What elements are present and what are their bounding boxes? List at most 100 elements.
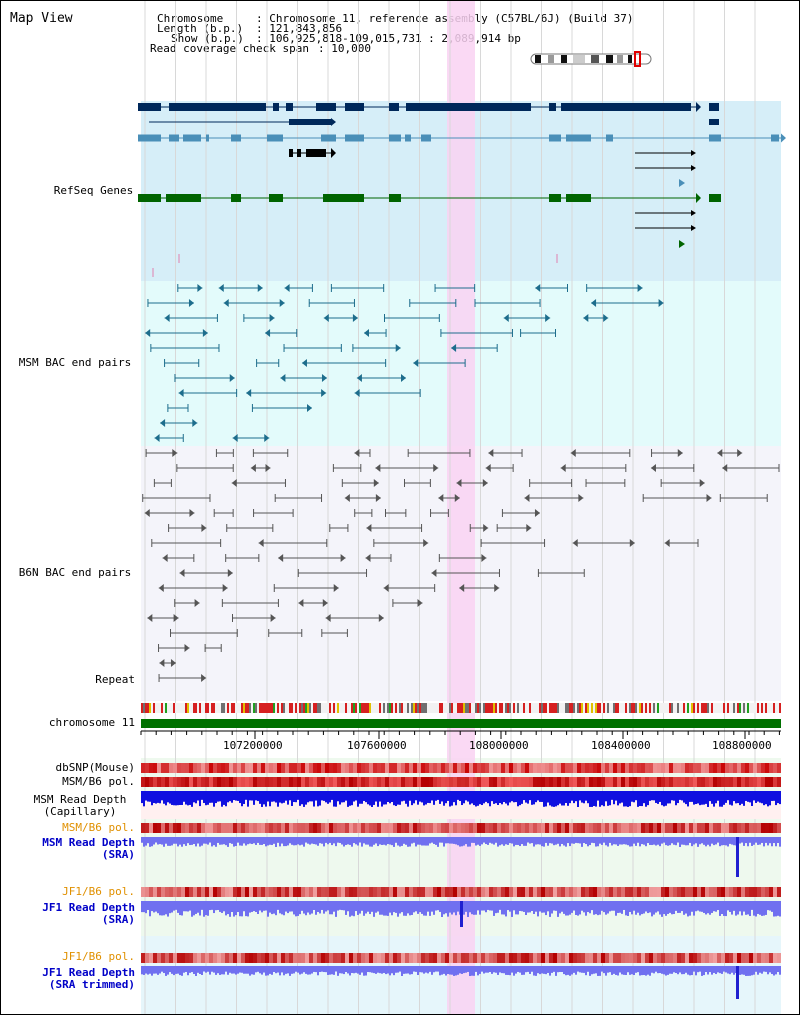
jf1-depth-sra	[673, 901, 675, 915]
track-label-msm-b6-pol-2[interactable]: MSM/B6 pol.	[62, 821, 135, 834]
msm-depth-capillary	[485, 791, 487, 802]
jf1-pol-heat	[453, 953, 457, 963]
pair-end-arrow	[223, 299, 229, 307]
msm-pol-heat	[513, 777, 517, 787]
msm-pol-heat	[153, 777, 157, 787]
msm-pol-heat	[721, 777, 725, 787]
dbsnp-heat	[249, 763, 253, 773]
jf1-depth-sra	[609, 901, 611, 912]
msm-pol-heat	[421, 823, 425, 833]
jf1-pol-heat	[657, 953, 661, 963]
track-label-msm-bac[interactable]: MSM BAC end pairs	[18, 356, 132, 369]
repeat-segment	[603, 703, 605, 713]
jf1-pol-heat	[581, 887, 585, 897]
jf1-pol-heat	[185, 953, 189, 963]
jf1-depth-trimmed	[739, 966, 741, 975]
jf1-pol-heat	[409, 887, 413, 897]
track-label-repeat[interactable]: Repeat	[95, 673, 135, 686]
jf1-pol-heat	[213, 887, 217, 897]
msm-depth-capillary	[303, 791, 305, 807]
jf1-depth-sra	[633, 901, 635, 911]
jf1-depth-sra	[529, 901, 531, 913]
track-label-jf1-b6-pol[interactable]: JF1/B6 pol.	[62, 885, 135, 898]
jf1-depth-sra	[565, 901, 567, 916]
msm-pol-heat	[777, 777, 781, 787]
track-label-refseq[interactable]: RefSeq Genes	[53, 184, 134, 197]
msm-depth-capillary	[385, 791, 387, 805]
jf1-depth-trimmed	[513, 966, 515, 976]
msm-pol-heat	[593, 777, 597, 787]
jf1-pol-heat	[285, 953, 289, 963]
repeat-segment	[293, 703, 295, 713]
jf1-depth-sra	[179, 901, 181, 916]
dbsnp-heat	[673, 763, 677, 773]
repeat-segment	[205, 703, 207, 713]
jf1-depth-sra	[499, 901, 501, 910]
repeat-segment	[479, 703, 481, 713]
track-label-msm-depth-capillary[interactable]: MSM Read Depth (Capillary)	[33, 793, 127, 818]
dbsnp-heat	[653, 763, 657, 773]
dbsnp-heat	[421, 763, 425, 773]
repeat-segment	[387, 703, 389, 713]
jf1-depth-sra	[693, 901, 695, 916]
track-label-chromosome[interactable]: chromosome 11	[48, 716, 135, 729]
msm-depth-sra	[519, 837, 521, 847]
jf1-pol-heat	[569, 887, 573, 897]
jf1-pol-heat	[457, 953, 461, 963]
repeat-segment	[341, 703, 343, 713]
msm-depth-sra	[381, 837, 383, 845]
msm-depth-sra	[751, 837, 753, 846]
jf1-depth-sra	[165, 901, 167, 915]
track-label-b6n-bac[interactable]: B6N BAC end pairs	[18, 566, 132, 579]
msm-pol-heat	[737, 823, 741, 833]
gene-exon	[549, 103, 556, 111]
msm-pol-heat	[541, 777, 545, 787]
jf1-depth-trimmed	[705, 966, 707, 973]
jf1-depth-sra	[367, 901, 369, 912]
track-label-jf1-b6-pol-2[interactable]: JF1/B6 pol.	[62, 950, 135, 963]
repeat-segment	[449, 703, 451, 713]
track-label-jf1-depth-sra[interactable]: JF1 Read Depth (SRA)	[42, 901, 135, 926]
msm-depth-capillary	[169, 791, 171, 804]
dbsnp-heat	[285, 763, 289, 773]
msm-depth-sra	[455, 837, 457, 845]
msm-depth-capillary	[313, 791, 315, 807]
jf1-depth-sra	[435, 901, 437, 911]
jf1-depth-sra	[249, 901, 251, 913]
msm-depth-sra	[419, 837, 421, 845]
ideogram-band	[628, 55, 632, 63]
jf1-pol-heat	[253, 953, 257, 963]
jf1-depth-trimmed	[323, 966, 325, 973]
msm-depth-capillary	[329, 791, 331, 803]
repeat-segment	[145, 703, 147, 713]
msm-depth-capillary	[425, 791, 427, 805]
jf1-depth-sra	[247, 901, 249, 917]
chromosome-ideogram[interactable]	[530, 51, 652, 67]
msm-depth-capillary	[737, 791, 739, 804]
track-label-dbsnp[interactable]: dbSNP(Mouse)	[55, 761, 135, 774]
msm-depth-capillary	[571, 791, 573, 801]
jf1-pol-heat	[489, 887, 493, 897]
jf1-pol-heat	[753, 953, 757, 963]
jf1-depth-trimmed	[173, 966, 175, 976]
msm-depth-capillary	[653, 791, 655, 801]
msm-pol-heat	[357, 823, 361, 833]
track-label-msm-depth-sra[interactable]: MSM Read Depth (SRA)	[42, 836, 135, 861]
jf1-pol-heat	[221, 953, 225, 963]
repeat-segment	[529, 703, 531, 713]
track-label-msm-b6-pol[interactable]: MSM/B6 pol.	[62, 775, 135, 788]
track-label-jf1-depth-trimmed[interactable]: JF1 Read Depth (SRA trimmed)	[42, 966, 135, 991]
msm-pol-heat	[597, 777, 601, 787]
msm-depth-sra	[299, 837, 301, 846]
jf1-depth-trimmed	[197, 966, 199, 973]
jf1-depth-sra	[351, 901, 353, 916]
repeat-segment	[569, 703, 571, 713]
jf1-depth-sra	[413, 901, 415, 913]
jf1-depth-trimmed	[377, 966, 379, 973]
repeat-segment	[289, 703, 291, 713]
msm-pol-heat	[589, 777, 593, 787]
msm-depth-sra	[357, 837, 359, 846]
jf1-depth-sra	[639, 901, 641, 916]
jf1-pol-heat	[313, 953, 317, 963]
